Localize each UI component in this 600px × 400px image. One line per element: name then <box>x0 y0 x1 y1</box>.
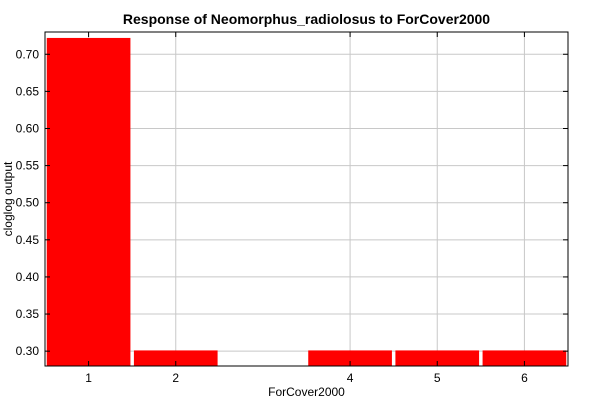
y-tick-label: 0.55 <box>16 159 40 173</box>
bar <box>46 37 131 367</box>
x-axis-label: ForCover2000 <box>268 385 345 399</box>
y-tick-label: 0.65 <box>16 84 40 98</box>
y-tick-label: 0.70 <box>16 47 40 61</box>
y-tick-label: 0.30 <box>16 344 40 358</box>
x-tick-label: 2 <box>172 371 179 385</box>
bar <box>395 350 480 366</box>
bar <box>133 350 218 366</box>
y-tick-label: 0.45 <box>16 233 40 247</box>
y-axis-label: cloglog output <box>1 161 15 236</box>
x-tick-labels: 1 2 4 5 6 <box>85 371 528 385</box>
bars <box>46 37 567 367</box>
bar <box>308 350 392 366</box>
plot-frame <box>44 31 569 367</box>
y-tick-label: 0.40 <box>16 270 40 284</box>
x-tick-label: 1 <box>85 371 92 385</box>
chart-title: Response of Neomorphus_radiolosus to For… <box>123 11 490 27</box>
x-tick-label: 4 <box>347 371 354 385</box>
y-tick-labels: 0.30 0.35 0.40 0.45 0.50 0.55 0.60 0.65 0.70 <box>16 47 40 358</box>
x-tick-label: 5 <box>434 371 441 385</box>
y-tick-label: 0.35 <box>16 307 40 321</box>
y-tick-label: 0.60 <box>16 121 40 135</box>
y-tick-label: 0.50 <box>16 196 40 210</box>
bar <box>482 350 567 366</box>
grid <box>45 32 568 366</box>
axis-ticks <box>45 32 568 366</box>
x-tick-label: 6 <box>521 371 528 385</box>
